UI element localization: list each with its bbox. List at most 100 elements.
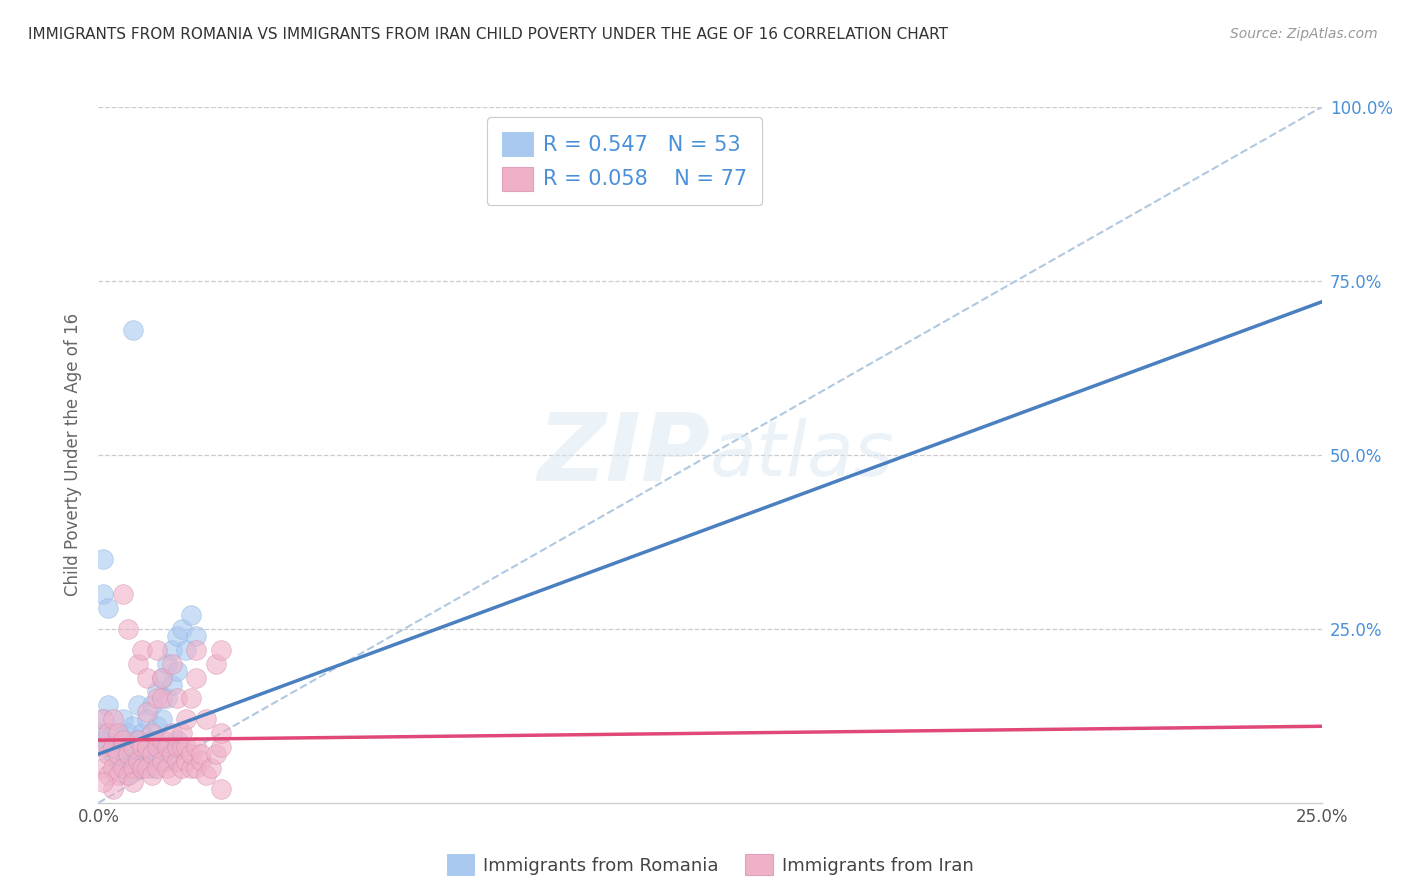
Point xyxy=(150,740,173,755)
Point xyxy=(97,726,120,740)
Point xyxy=(97,747,120,761)
Point xyxy=(195,768,218,782)
Point xyxy=(176,642,198,657)
Point xyxy=(160,642,183,657)
Point xyxy=(180,691,202,706)
Point xyxy=(209,740,232,755)
Point xyxy=(150,712,173,726)
Point xyxy=(87,726,110,740)
Point xyxy=(121,740,143,755)
Point xyxy=(156,740,179,755)
Point xyxy=(97,698,120,713)
Point xyxy=(121,754,143,768)
Point xyxy=(136,761,159,775)
Point xyxy=(127,657,149,671)
Point xyxy=(166,740,188,755)
Point xyxy=(146,761,169,775)
Text: ZIP: ZIP xyxy=(537,409,710,501)
Point xyxy=(91,775,114,789)
Text: Source: ZipAtlas.com: Source: ZipAtlas.com xyxy=(1230,27,1378,41)
Point xyxy=(107,733,129,747)
Point xyxy=(180,747,202,761)
Point xyxy=(107,754,129,768)
Point xyxy=(91,761,114,775)
Point xyxy=(156,754,179,768)
Point xyxy=(160,740,183,755)
Point xyxy=(180,607,202,622)
Point xyxy=(91,733,114,747)
Y-axis label: Child Poverty Under the Age of 16: Child Poverty Under the Age of 16 xyxy=(65,313,83,597)
Point xyxy=(131,726,153,740)
Point xyxy=(136,740,159,755)
Point xyxy=(146,642,169,657)
Point xyxy=(166,691,188,706)
Point xyxy=(146,719,169,733)
Point xyxy=(97,768,120,782)
Point xyxy=(101,740,124,755)
Point xyxy=(117,726,139,740)
Point xyxy=(111,761,134,775)
Point xyxy=(111,761,134,775)
Point xyxy=(117,747,139,761)
Point xyxy=(127,733,149,747)
Point xyxy=(166,629,188,643)
Point xyxy=(107,747,129,761)
Point xyxy=(97,601,120,615)
Point xyxy=(150,691,173,706)
Point xyxy=(131,754,153,768)
Point xyxy=(136,740,159,755)
Point xyxy=(111,740,134,755)
Point xyxy=(91,552,114,566)
Point xyxy=(209,642,232,657)
Point xyxy=(117,747,139,761)
Point xyxy=(156,691,179,706)
Point xyxy=(195,712,218,726)
Point xyxy=(186,740,208,755)
Point xyxy=(205,657,228,671)
Point xyxy=(111,733,134,747)
Text: IMMIGRANTS FROM ROMANIA VS IMMIGRANTS FROM IRAN CHILD POVERTY UNDER THE AGE OF 1: IMMIGRANTS FROM ROMANIA VS IMMIGRANTS FR… xyxy=(28,27,948,42)
Point xyxy=(166,733,188,747)
Point xyxy=(91,587,114,601)
Point xyxy=(146,691,169,706)
Text: atlas: atlas xyxy=(710,418,894,491)
Point xyxy=(146,740,169,755)
Point xyxy=(160,677,183,691)
Point xyxy=(121,754,143,768)
Point xyxy=(150,671,173,685)
Point xyxy=(166,664,188,678)
Point xyxy=(166,754,188,768)
Point xyxy=(146,684,169,698)
Legend: Immigrants from Romania, Immigrants from Iran: Immigrants from Romania, Immigrants from… xyxy=(437,846,983,884)
Point xyxy=(107,768,129,782)
Point xyxy=(127,698,149,713)
Point xyxy=(146,747,169,761)
Point xyxy=(127,761,149,775)
Point xyxy=(150,733,173,747)
Point xyxy=(107,726,129,740)
Point xyxy=(101,781,124,796)
Point xyxy=(209,726,232,740)
Point xyxy=(141,761,163,775)
Point xyxy=(160,657,183,671)
Point xyxy=(170,726,193,740)
Point xyxy=(180,761,202,775)
Point xyxy=(101,726,124,740)
Point xyxy=(117,768,139,782)
Point xyxy=(121,775,143,789)
Point xyxy=(186,629,208,643)
Point xyxy=(131,747,153,761)
Point xyxy=(131,642,153,657)
Point xyxy=(91,712,114,726)
Point xyxy=(141,726,163,740)
Point xyxy=(101,747,124,761)
Point xyxy=(141,698,163,713)
Point xyxy=(141,768,163,782)
Point xyxy=(176,712,198,726)
Point xyxy=(186,761,208,775)
Point xyxy=(200,761,222,775)
Point xyxy=(176,740,198,755)
Point xyxy=(170,761,193,775)
Point xyxy=(186,642,208,657)
Point xyxy=(101,761,124,775)
